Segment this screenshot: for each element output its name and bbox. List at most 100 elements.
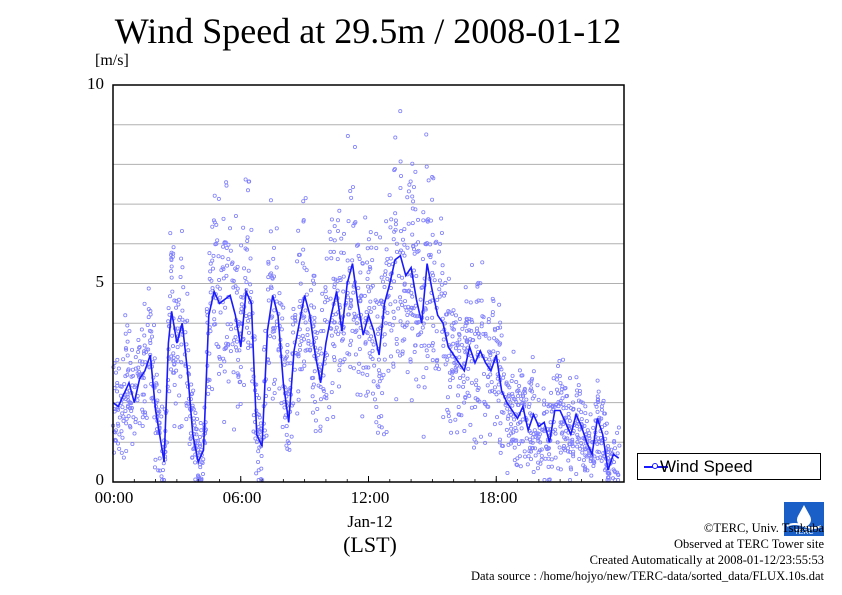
scatter-point — [139, 327, 144, 332]
scatter-point — [213, 322, 218, 327]
scatter-point — [566, 403, 571, 408]
scatter-point — [441, 415, 446, 420]
scatter-point — [325, 417, 330, 422]
scatter-point — [136, 337, 141, 342]
scatter-point — [505, 470, 510, 475]
scatter-point — [546, 456, 551, 461]
scatter-point — [239, 243, 244, 248]
scatter-point — [168, 231, 173, 236]
scatter-point — [520, 373, 525, 378]
scatter-point — [253, 436, 258, 441]
scatter-point — [457, 348, 462, 353]
scatter-point — [394, 336, 399, 341]
scatter-point — [443, 354, 448, 359]
scatter-point — [144, 347, 149, 352]
scatter-point — [511, 349, 516, 354]
scatter-point — [195, 416, 200, 421]
scatter-point — [426, 178, 431, 183]
scatter-point — [323, 289, 328, 294]
scatter-point — [595, 409, 600, 414]
scatter-point — [487, 389, 492, 394]
scatter-point — [465, 390, 470, 395]
scatter-point — [193, 426, 198, 431]
scatter-point — [266, 261, 271, 266]
scatter-point — [516, 388, 521, 393]
scatter-point — [424, 348, 429, 353]
scatter-point — [556, 364, 561, 369]
scatter-point — [233, 335, 238, 340]
scatter-point — [523, 390, 528, 395]
scatter-point — [332, 238, 337, 243]
scatter-point — [316, 353, 321, 358]
scatter-point — [415, 314, 420, 319]
scatter-point — [473, 331, 478, 336]
scatter-point — [247, 312, 252, 317]
scatter-point — [554, 387, 559, 392]
scatter-point — [283, 415, 288, 420]
scatter-point — [174, 305, 179, 310]
scatter-point — [557, 359, 562, 364]
scatter-point — [300, 333, 305, 338]
scatter-point — [523, 454, 528, 459]
scatter-point — [301, 219, 306, 224]
scatter-point — [483, 412, 488, 417]
scatter-point — [285, 446, 290, 451]
scatter-point — [483, 331, 488, 336]
scatter-point — [264, 433, 269, 438]
scatter-point — [423, 307, 428, 312]
scatter-point — [558, 450, 563, 455]
scatter-point — [467, 340, 472, 345]
scatter-point — [527, 437, 532, 442]
scatter-point — [392, 168, 397, 173]
scatter-point — [268, 334, 273, 339]
scatter-point — [304, 292, 309, 297]
scatter-point — [422, 385, 427, 390]
scatter-point — [398, 185, 403, 190]
scatter-point — [224, 245, 229, 250]
scatter-point — [366, 237, 371, 242]
scatter-point — [457, 337, 462, 342]
scatter-point — [447, 370, 452, 375]
scatter-point — [250, 379, 255, 384]
scatter-point — [357, 347, 362, 352]
scatter-point — [349, 195, 354, 200]
scatter-point — [125, 372, 130, 377]
scatter-point — [206, 391, 211, 396]
scatter-point — [594, 404, 599, 409]
scatter-point — [369, 245, 374, 250]
scatter-point — [191, 447, 196, 452]
scatter-point — [223, 346, 228, 351]
scatter-point — [568, 376, 573, 381]
scatter-point — [543, 456, 548, 461]
scatter-point — [169, 264, 174, 269]
scatter-point — [561, 357, 566, 362]
scatter-point — [393, 218, 398, 223]
scatter-point — [362, 293, 367, 298]
scatter-point — [455, 393, 460, 398]
scatter-point — [331, 415, 336, 420]
scatter-point — [298, 342, 303, 347]
scatter-point — [279, 401, 284, 406]
scatter-point — [125, 323, 130, 328]
scatter-point — [224, 341, 229, 346]
scatter-point — [469, 317, 474, 322]
scatter-point — [146, 315, 151, 320]
scatter-point — [130, 347, 135, 352]
scatter-point — [469, 380, 474, 385]
scatter-point — [370, 357, 375, 362]
scatter-point — [469, 328, 474, 333]
scatter-point — [127, 400, 132, 405]
scatter-point — [453, 346, 458, 351]
scatter-point — [222, 420, 227, 425]
scatter-point — [333, 329, 338, 334]
scatter-point — [414, 242, 419, 247]
scatter-point — [181, 285, 186, 290]
scatter-point — [201, 457, 206, 462]
scatter-point — [353, 352, 358, 357]
scatter-point — [407, 182, 412, 187]
scatter-point — [178, 374, 183, 379]
scatter-point — [580, 400, 585, 405]
scatter-point — [483, 440, 488, 445]
scatter-point — [459, 342, 464, 347]
scatter-point — [286, 391, 291, 396]
